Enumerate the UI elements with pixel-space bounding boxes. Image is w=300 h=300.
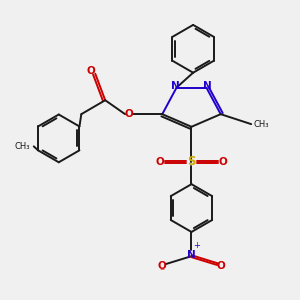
- Text: O: O: [219, 157, 227, 166]
- Text: N: N: [171, 81, 180, 91]
- Text: ⁻: ⁻: [159, 267, 164, 277]
- Text: +: +: [193, 241, 200, 250]
- Text: CH₃: CH₃: [14, 142, 30, 151]
- Text: O: O: [217, 261, 226, 271]
- Text: O: O: [87, 66, 96, 76]
- Text: O: O: [125, 109, 134, 119]
- Text: CH₃: CH₃: [254, 120, 269, 129]
- Text: O: O: [156, 157, 164, 166]
- Text: N: N: [203, 81, 212, 91]
- Text: S: S: [187, 155, 196, 168]
- Text: N: N: [187, 250, 196, 260]
- Text: O: O: [157, 261, 166, 271]
